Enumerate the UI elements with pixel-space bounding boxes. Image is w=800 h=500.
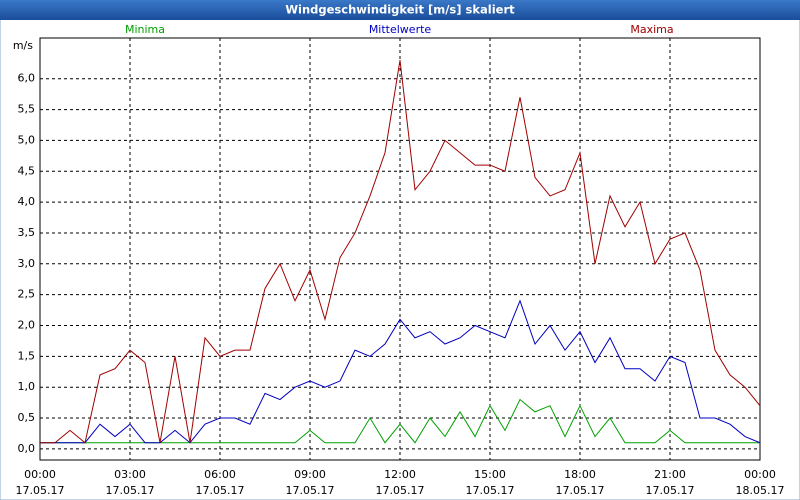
y-tick-label: 2,0 — [18, 319, 36, 332]
y-tick-label: 3,0 — [18, 257, 36, 270]
x-tick-date: 17.05.17 — [196, 484, 245, 497]
x-tick-date: 17.05.17 — [466, 484, 515, 497]
chart-title: Windgeschwindigkeit [m/s] skaliert — [285, 3, 515, 17]
x-tick-label: 09:00 — [294, 468, 326, 481]
x-tick-label: 03:00 — [114, 468, 146, 481]
x-tick-date: 17.05.17 — [376, 484, 425, 497]
y-tick-label: 1,5 — [18, 349, 36, 362]
y-tick-label: 5,0 — [18, 133, 36, 146]
x-tick-date: 17.05.17 — [646, 484, 695, 497]
x-tick-label: 21:00 — [654, 468, 686, 481]
x-tick-label: 00:00 — [744, 468, 776, 481]
y-tick-label: 6,0 — [18, 72, 36, 85]
x-tick-date: 17.05.17 — [286, 484, 335, 497]
x-tick-label: 18:00 — [564, 468, 596, 481]
x-tick-date: 17.05.17 — [16, 484, 65, 497]
y-tick-label: 0,0 — [18, 442, 36, 455]
legend-label: Mittelwerte — [369, 23, 432, 36]
x-tick-date: 17.05.17 — [106, 484, 155, 497]
y-tick-label: 4,5 — [18, 164, 36, 177]
y-tick-label: 2,5 — [18, 288, 36, 301]
y-tick-label: 0,5 — [18, 411, 36, 424]
x-tick-label: 15:00 — [474, 468, 506, 481]
x-tick-date: 18.05.17 — [736, 484, 785, 497]
y-tick-label: 4,0 — [18, 195, 36, 208]
y-tick-label: 1,0 — [18, 380, 36, 393]
y-tick-label: 5,5 — [18, 103, 36, 116]
y-unit: m/s — [13, 39, 33, 52]
x-tick-label: 12:00 — [384, 468, 416, 481]
series-line — [40, 60, 761, 444]
y-tick-label: 3,5 — [18, 226, 36, 239]
legend-label: Maxima — [630, 23, 673, 36]
x-tick-date: 17.05.17 — [556, 484, 605, 497]
title-bar — [0, 0, 800, 20]
legend-label: Minima — [125, 23, 165, 36]
x-tick-label: 00:00 — [24, 468, 56, 481]
x-tick-label: 06:00 — [204, 468, 236, 481]
